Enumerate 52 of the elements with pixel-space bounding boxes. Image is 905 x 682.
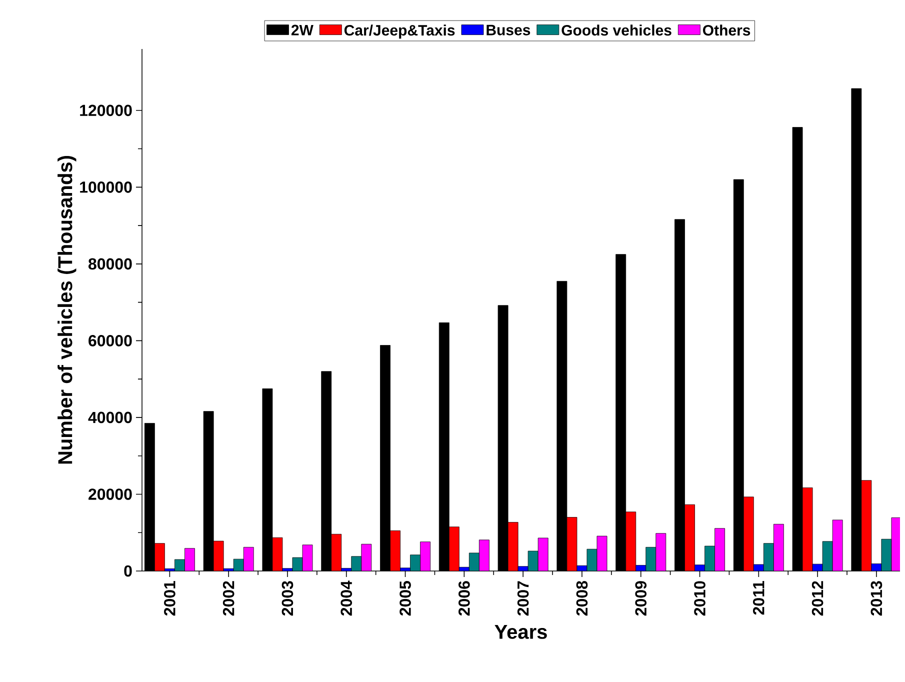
legend-label: Car/Jeep&Taxis (344, 24, 455, 39)
bar (861, 480, 872, 571)
x-axis-title: Years (494, 624, 547, 639)
x-tick-label: 2001 (164, 580, 176, 616)
x-tick-label: 2007 (517, 581, 529, 616)
x-tick-label: 2012 (812, 581, 824, 616)
y-tick-label: 60000 (88, 335, 132, 346)
bar (763, 543, 774, 571)
bar (390, 530, 400, 571)
x-tick-label: 2011 (752, 580, 764, 615)
y-tick-label: 0 (124, 565, 132, 577)
x-tick-label: 2009 (635, 581, 647, 616)
bar (361, 544, 372, 571)
bar (656, 533, 666, 571)
x-tick-label: 2005 (400, 580, 411, 616)
bar (154, 543, 165, 571)
x-tick-label: 2010 (694, 581, 706, 616)
bar (243, 546, 254, 571)
legend-label: Others (702, 24, 750, 36)
x-tick-label: 2008 (576, 581, 588, 616)
y-tick-label: 100000 (80, 182, 132, 193)
y-tick-label: 80000 (88, 258, 132, 270)
bar (626, 512, 636, 571)
bar (478, 540, 490, 571)
bar (538, 538, 548, 571)
bar (410, 554, 420, 571)
bar (351, 556, 362, 571)
legend-label: Goods vehicles (562, 24, 672, 36)
x-tick-label: 2004 (340, 580, 352, 616)
y-tick-label: 120000 (80, 104, 132, 116)
legend-label: Buses (486, 24, 530, 36)
x-tick-label: 2003 (282, 581, 294, 616)
bar (684, 504, 695, 571)
bar (331, 534, 342, 571)
bar (448, 526, 460, 571)
bar (420, 542, 431, 571)
y-tick-label: 40000 (88, 412, 132, 424)
bar (184, 548, 195, 571)
bar (646, 546, 656, 571)
bar (528, 550, 538, 571)
bar (773, 524, 784, 571)
bar (743, 496, 754, 571)
bar (213, 540, 224, 571)
bar (714, 528, 725, 571)
bar (704, 546, 715, 571)
y-tick-label: 20000 (88, 488, 132, 500)
y-axis-title: Number of vehicles (Thousands) (58, 156, 76, 464)
bar (832, 520, 843, 571)
x-tick-label: 2013 (870, 581, 882, 616)
legend-label: 2W (291, 24, 314, 36)
x-tick-label: 2006 (458, 581, 470, 616)
x-tick-label: 2002 (222, 581, 234, 616)
